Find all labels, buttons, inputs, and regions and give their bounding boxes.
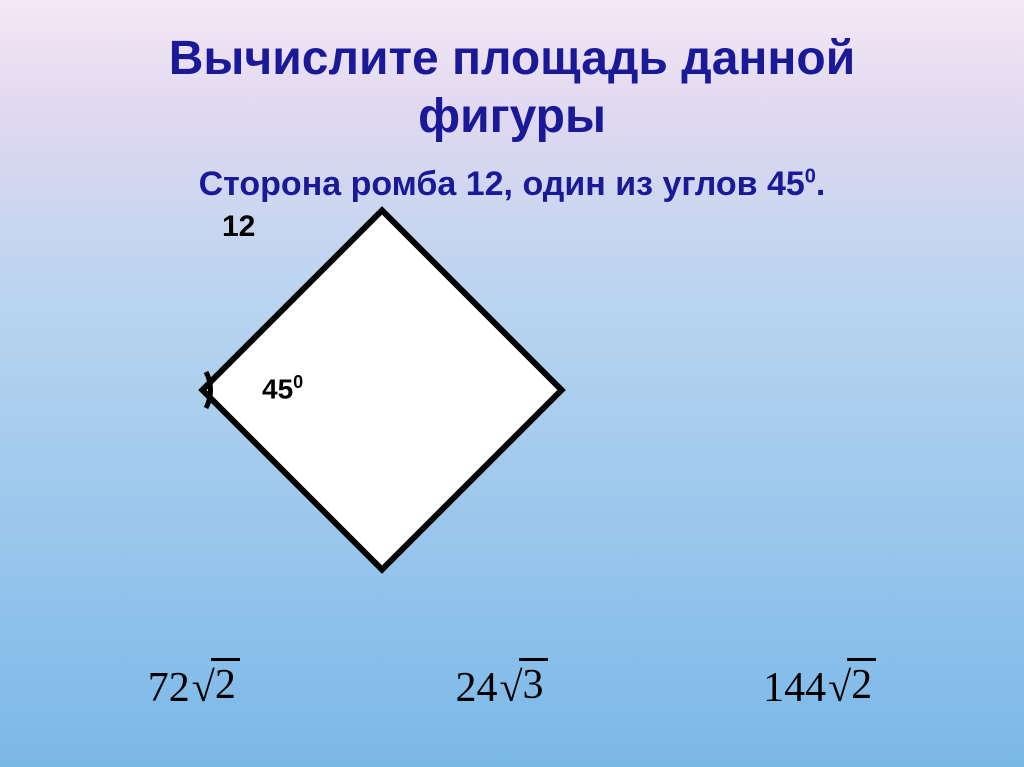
answer-2-radicand: 3 — [519, 658, 548, 709]
sqrt-icon: √ 3 — [499, 664, 547, 712]
subtitle-sup: 0 — [805, 166, 816, 188]
angle-value: 45 — [262, 373, 293, 404]
rhombus-diagram: 12 450 — [382, 390, 642, 650]
subtitle-end: . — [816, 165, 825, 203]
answer-option-1[interactable]: 72 √ 2 — [148, 664, 240, 712]
side-label: 12 — [222, 210, 255, 244]
rhombus-shape — [198, 206, 566, 574]
title-line-2: фигуры — [418, 90, 606, 143]
angle-arc-icon — [196, 362, 252, 418]
answer-1-coefficient: 72 — [148, 664, 190, 712]
slide-title: Вычислите площадь данной фигуры — [0, 0, 1024, 145]
answer-2-coefficient: 24 — [455, 664, 497, 712]
answer-option-2[interactable]: 24 √ 3 — [455, 664, 547, 712]
sqrt-icon: √ 2 — [828, 664, 876, 712]
answer-3-radicand: 2 — [847, 658, 876, 709]
answer-1-radicand: 2 — [211, 658, 240, 709]
sqrt-icon: √ 2 — [192, 664, 240, 712]
angle-sup: 0 — [293, 372, 303, 392]
answer-option-3[interactable]: 144 √ 2 — [763, 664, 876, 712]
subtitle-text: Сторона ромба 12, один из углов 45 — [199, 165, 805, 203]
angle-label: 450 — [262, 372, 303, 405]
title-line-1: Вычислите площадь данной — [169, 32, 856, 85]
answer-options: 72 √ 2 24 √ 3 144 √ 2 — [0, 664, 1024, 712]
slide-subtitle: Сторона ромба 12, один из углов 450. — [0, 165, 1024, 204]
answer-3-coefficient: 144 — [763, 664, 826, 712]
